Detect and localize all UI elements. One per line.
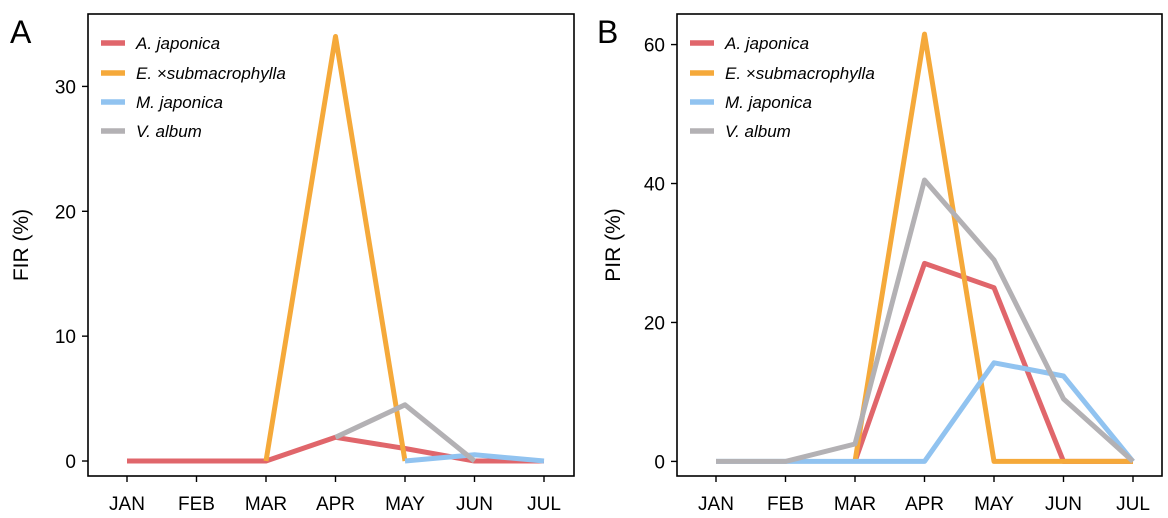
- series-line-m-japonica: [716, 360, 1135, 464]
- x-tick-label: JUN: [1045, 494, 1082, 515]
- y-tick-label: 0: [654, 452, 665, 473]
- panel-label: A: [10, 14, 32, 50]
- y-tick-label: 20: [55, 202, 76, 223]
- x-tick-label: JUL: [527, 494, 561, 515]
- x-tick-label: APR: [316, 494, 355, 515]
- x-tick-label: JUN: [456, 494, 493, 515]
- legend-label: E. ×submacrophylla: [725, 64, 875, 83]
- legend-label: M. japonica: [725, 93, 812, 112]
- series-line-m-japonica: [404, 452, 545, 464]
- x-tick-label: FEB: [767, 494, 804, 515]
- x-tick-label: JAN: [109, 494, 145, 515]
- series-line-e-submacrophylla: [852, 31, 1133, 464]
- x-tick-label: MAR: [834, 494, 876, 515]
- y-axis-title: PIR (%): [602, 208, 625, 282]
- x-tick-label: MAY: [385, 494, 425, 515]
- series-line-v-album: [334, 402, 477, 463]
- x-tick-label: MAY: [974, 494, 1014, 515]
- y-tick-label: 10: [55, 327, 76, 348]
- legend-label: M. japonica: [136, 93, 223, 112]
- legend-label: A. japonica: [135, 34, 220, 53]
- chart-panel-a: A 0 10 20 30 JAN FEB MAR APR MAY JUN JUL FIR (%) A. j…: [10, 13, 575, 515]
- panel-label: B: [597, 14, 618, 50]
- x-tick-label: JAN: [698, 494, 734, 515]
- legend-label: A. japonica: [724, 34, 809, 53]
- legend-label: V. album: [725, 122, 791, 141]
- legend: A. japonica E. ×submacrophylla M. japonica…: [690, 34, 875, 141]
- y-tick-label: 40: [644, 175, 665, 196]
- legend-label: E. ×submacrophylla: [136, 64, 286, 83]
- chart-panel-b: B 0 20 40 60 JAN FEB MAR APR MAY JUN JUL PIR (%) A. j…: [597, 13, 1163, 515]
- plot-frame: [676, 13, 1163, 477]
- y-tick-label: 30: [55, 77, 76, 98]
- plot-frame: [87, 13, 575, 477]
- x-tick-label: MAR: [245, 494, 287, 515]
- x-tick-label: JUL: [1116, 494, 1150, 515]
- legend-label: V. album: [136, 122, 202, 141]
- y-axis-title: FIR (%): [10, 209, 33, 281]
- series-line-v-album: [716, 177, 1135, 464]
- series-line-e-submacrophylla: [263, 34, 408, 462]
- x-tick-label: FEB: [178, 494, 215, 515]
- y-tick-label: 20: [644, 313, 665, 334]
- legend: A. japonica E. ×submacrophylla M. japonica…: [101, 34, 286, 141]
- y-tick-label: 0: [65, 452, 76, 473]
- y-tick-label: 60: [644, 36, 665, 57]
- x-tick-label: APR: [905, 494, 944, 515]
